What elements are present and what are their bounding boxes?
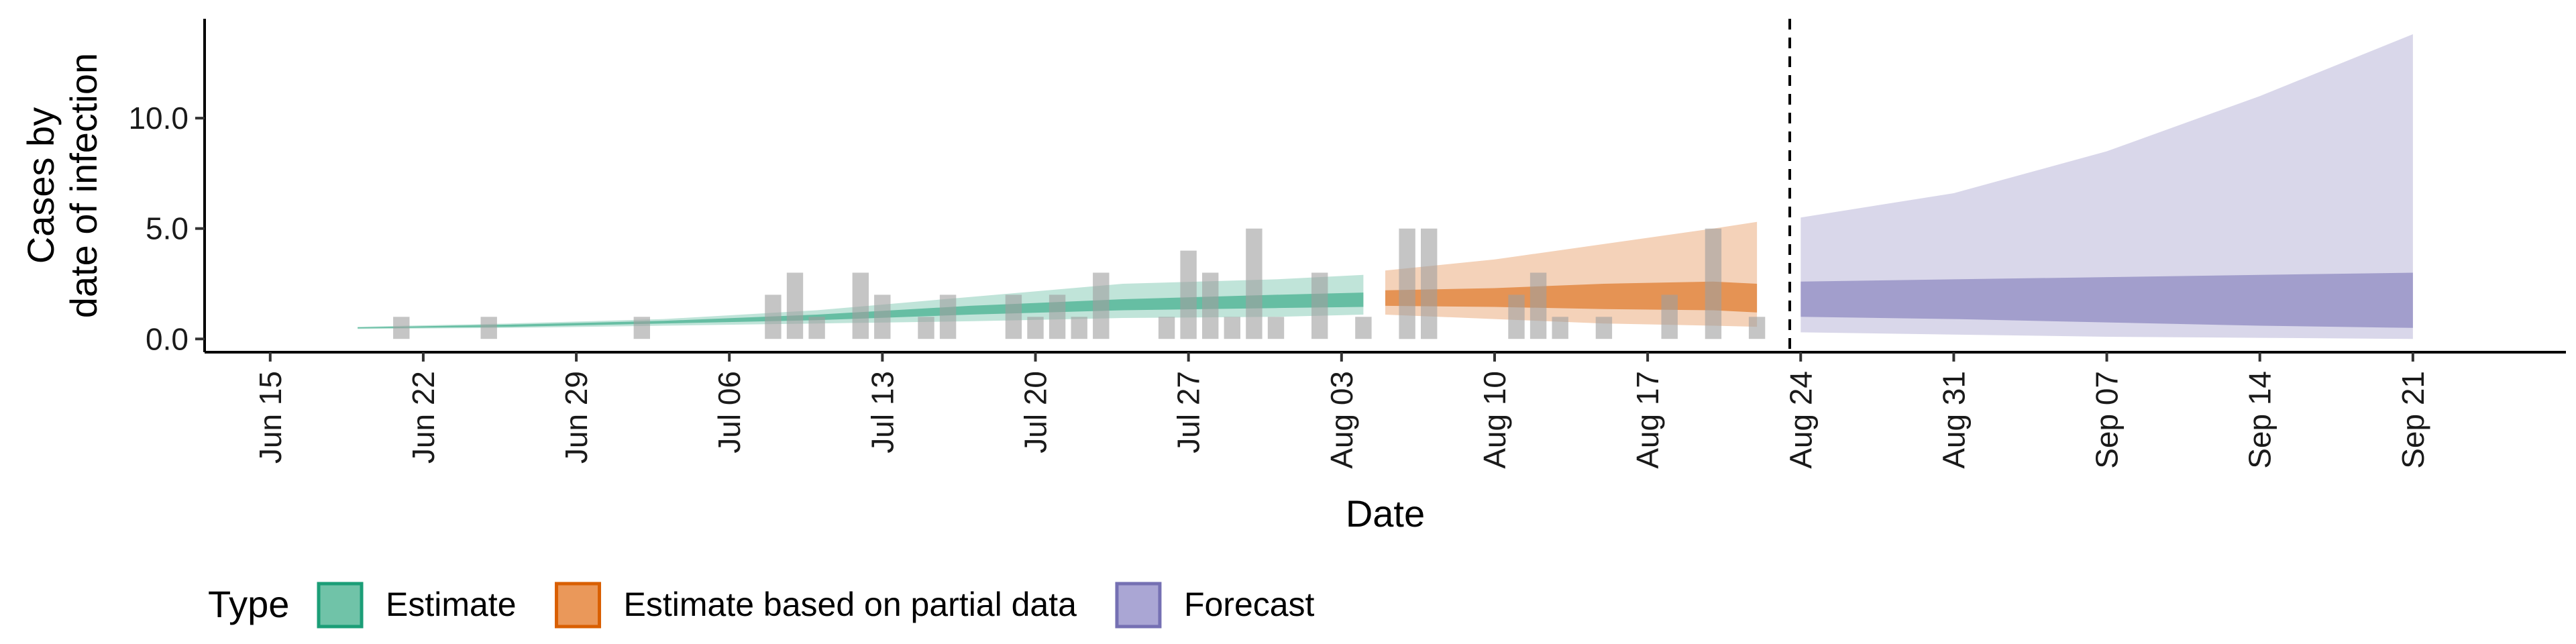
y-axis-title: Cases bydate of infection xyxy=(19,53,105,318)
observed-bar xyxy=(808,317,825,339)
x-tick-label: Jun 29 xyxy=(559,371,594,464)
axis-titles: Date Cases bydate of infection xyxy=(19,53,1425,535)
x-tick-label: Jul 27 xyxy=(1171,371,1206,453)
x-tick-label: Jun 15 xyxy=(253,371,288,464)
observed-bar xyxy=(1005,294,1022,339)
x-tick-label: Sep 21 xyxy=(2396,371,2430,469)
x-tick-label: Aug 10 xyxy=(1477,371,1512,469)
observed-bar xyxy=(1267,317,1285,339)
observed-bar xyxy=(1748,317,1766,339)
observed-bar xyxy=(1552,317,1568,339)
observed-bar xyxy=(939,294,957,339)
axes xyxy=(195,19,2566,362)
y-axis-title-line: date of infection xyxy=(62,53,105,318)
estimate-inner-band xyxy=(358,292,1364,329)
observed-bar xyxy=(852,272,869,339)
observed-bar xyxy=(1049,294,1066,339)
x-axis-title: Date xyxy=(1346,492,1425,535)
observed-bar xyxy=(1529,272,1547,339)
x-tick-label: Jun 22 xyxy=(406,371,441,464)
legend-key-estimate xyxy=(317,582,364,629)
x-tick-label: Aug 31 xyxy=(1936,371,1971,469)
legend-label-forecast: Forecast xyxy=(1184,586,1315,623)
observed-bar xyxy=(1661,294,1678,339)
x-tick-label: Sep 14 xyxy=(2243,371,2277,469)
x-tick-label: Sep 07 xyxy=(2090,371,2125,469)
estimate-based-on-partial-data-outer-band xyxy=(1385,221,1758,327)
observed-bar xyxy=(1399,228,1415,339)
observed-bar xyxy=(765,294,782,339)
observed-bar xyxy=(480,317,497,339)
observed-bar xyxy=(1027,317,1044,339)
credible-interval-bands xyxy=(358,34,2413,339)
observed-bar xyxy=(874,294,891,339)
legend-key-estimate-based-on-partial-data xyxy=(555,582,602,629)
tick-labels: 0.0 5.0 10.0 Jun 15 Jun 22 Jun 29 Jul 06 Jul 13… xyxy=(128,101,2430,469)
legend-key-forecast xyxy=(1115,582,1162,629)
observed-bar xyxy=(393,317,410,339)
observed-bar xyxy=(1224,317,1240,339)
observed-bar xyxy=(1595,317,1613,339)
x-tick-label: Aug 03 xyxy=(1324,371,1359,469)
legend: Type Estimate Estimate based on partial da… xyxy=(208,582,1315,629)
observed-bar xyxy=(1508,294,1525,339)
legend-title: Type xyxy=(208,583,289,625)
observed-bar xyxy=(1355,317,1372,339)
legend-label-estimate: Estimate xyxy=(386,586,517,623)
forecast-outer-band xyxy=(1801,34,2413,339)
observed-bar xyxy=(633,317,650,339)
x-tick-label: Jul 20 xyxy=(1018,371,1053,453)
y-axis-title-line: Cases by xyxy=(19,107,62,264)
x-tick-label: Jul 06 xyxy=(712,371,747,453)
observed-bar xyxy=(1705,228,1722,339)
x-tick-label: Aug 17 xyxy=(1630,371,1665,469)
x-tick-label: Aug 24 xyxy=(1783,371,1818,469)
observed-bar xyxy=(1246,228,1263,339)
observed-bar xyxy=(1311,272,1328,339)
observed-bar xyxy=(786,272,804,339)
observed-bar xyxy=(1158,317,1175,339)
estimate-outer-band xyxy=(358,274,1364,329)
y-tick-label: 0.0 xyxy=(146,321,189,356)
observed-bar xyxy=(1093,272,1110,339)
x-tick-label: Jul 13 xyxy=(865,371,900,453)
observed-bar xyxy=(1071,317,1087,339)
forecast-inner-band xyxy=(1801,272,2413,328)
observed-bar xyxy=(918,317,934,339)
observed-bar xyxy=(1180,250,1197,339)
observed-bar xyxy=(1421,228,1438,339)
y-tick-label: 5.0 xyxy=(146,211,189,246)
legend-label-estimate-based-on-partial-data: Estimate based on partial data xyxy=(624,586,1077,623)
observed-bar xyxy=(1202,272,1219,339)
y-tick-label: 10.0 xyxy=(128,101,189,136)
observed-case-bars xyxy=(393,228,1766,339)
